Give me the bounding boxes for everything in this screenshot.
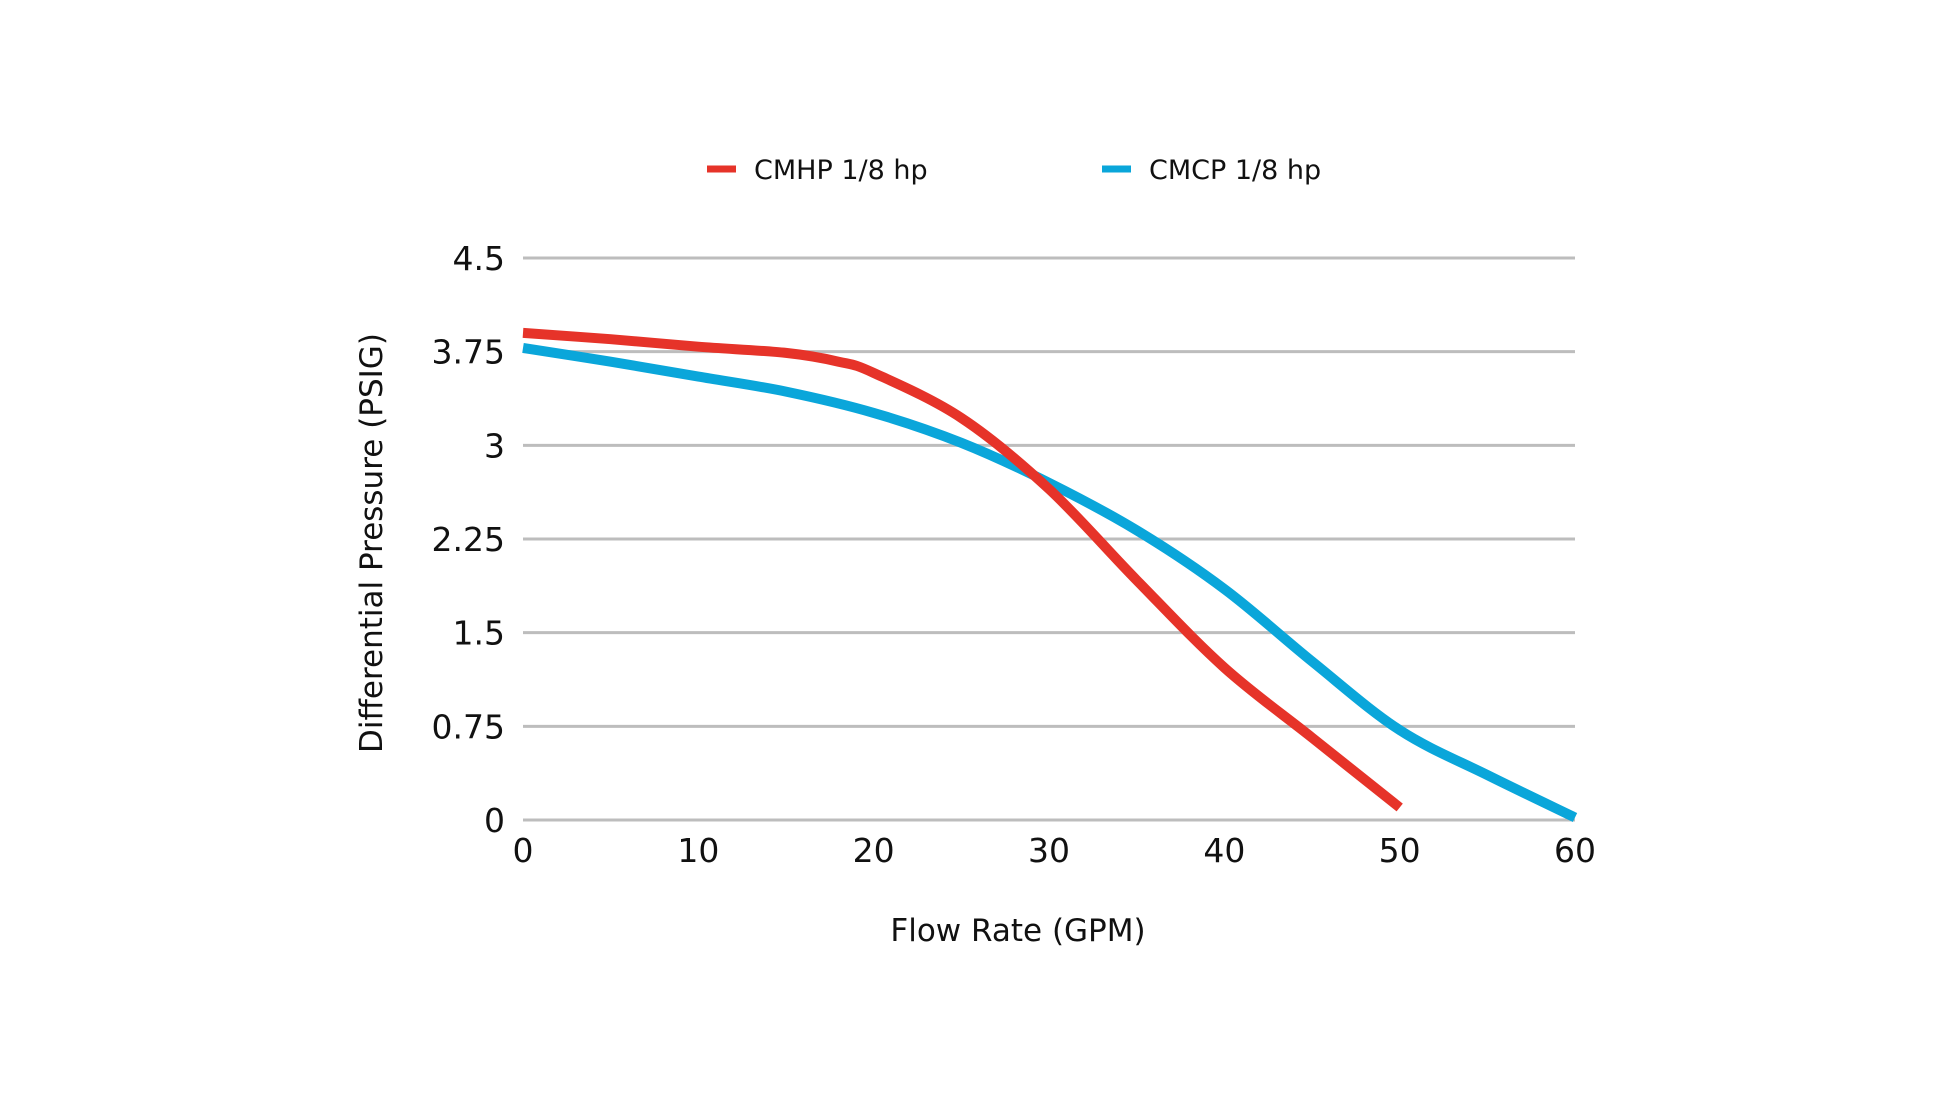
x-tick-label: 30 xyxy=(1028,831,1070,870)
x-tick-label: 50 xyxy=(1379,831,1421,870)
x-tick-label: 60 xyxy=(1554,831,1596,870)
legend-label-cmhp: CMHP 1/8 hp xyxy=(754,155,928,186)
series-line-cmcp-1-8-hp xyxy=(522,342,1578,822)
y-tick-label: 2.25 xyxy=(432,520,505,559)
legend: CMHP 1/8 hp CMCP 1/8 hp xyxy=(707,155,1321,186)
series-line-cmhp-1-8-hp xyxy=(522,327,1403,812)
x-tick-label: 10 xyxy=(677,831,719,870)
x-tick-label: 40 xyxy=(1203,831,1245,870)
legend-label-cmcp: CMCP 1/8 hp xyxy=(1149,155,1321,186)
gridlines xyxy=(523,256,1575,822)
y-tick-label: 0.75 xyxy=(432,707,505,746)
y-tick-label: 3.75 xyxy=(432,333,505,372)
y-tick-label: 4.5 xyxy=(453,239,505,278)
y-tick-label: 1.5 xyxy=(453,614,505,653)
x-axis-title: Flow Rate (GPM) xyxy=(890,913,1145,949)
y-axis-title: Differential Pressure (PSIG) xyxy=(354,333,390,753)
y-axis-tick-labels: 0 0.75 1.5 2.25 3 3.75 4.5 xyxy=(432,239,505,840)
x-tick-label: 20 xyxy=(853,831,895,870)
series-lines xyxy=(522,327,1578,822)
x-tick-label: 0 xyxy=(513,831,534,870)
x-axis-tick-labels: 0 10 20 30 40 50 60 xyxy=(513,831,1597,870)
y-tick-label: 0 xyxy=(484,801,505,840)
y-tick-label: 3 xyxy=(484,426,505,465)
